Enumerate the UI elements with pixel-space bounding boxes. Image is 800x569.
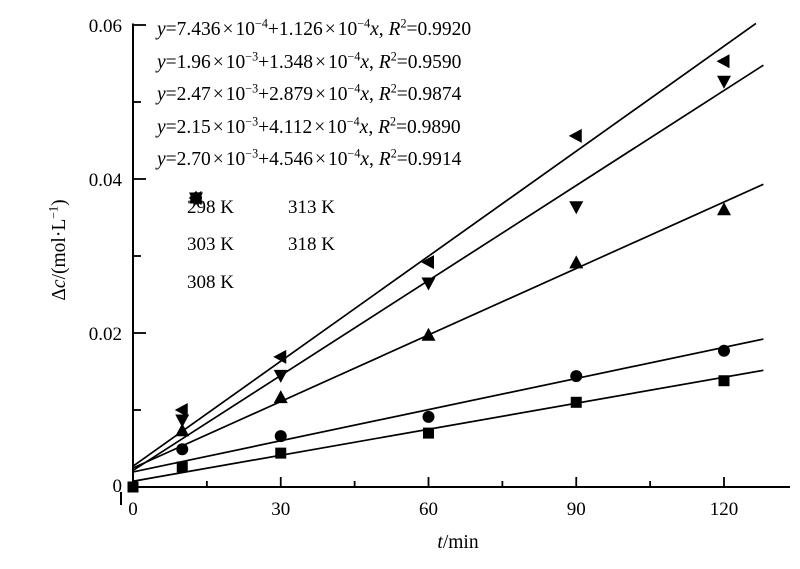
fit-equation-318k: y=2.70 × 10−3+4.546 × 10−4x, R2=0.9914 bbox=[157, 146, 462, 170]
marker-circle-303k bbox=[176, 443, 189, 456]
marker-square-298k bbox=[176, 461, 188, 473]
marker-square-298k bbox=[570, 396, 582, 408]
marker-triangle-left-318k bbox=[174, 403, 188, 417]
y-tick-label: 0 bbox=[113, 476, 123, 497]
marker-triangle-up-308k bbox=[569, 255, 584, 269]
fit-equation-298k: y=7.436 × 10−4+1.126 × 10−4x, R2=0.9920 bbox=[157, 16, 472, 40]
y-axis-label: Δc/(mol·L−1) bbox=[46, 199, 71, 301]
marker-triangle-left-318k bbox=[568, 128, 582, 143]
fit-equations-block: y=7.436 × 10−4+1.126 × 10−4x, R2=0.9920 y=1.9… bbox=[157, 14, 471, 177]
legend-label-313k: 313 K bbox=[288, 196, 335, 218]
marker-triangle-left-318k bbox=[716, 54, 730, 69]
fit-equation-303k: y=1.96 × 10−3+1.348 × 10−4x, R2=0.9590 bbox=[157, 49, 462, 73]
x-tick-label: 120 bbox=[710, 499, 739, 520]
legend-item-303k: 303 K bbox=[187, 192, 288, 265]
fit-equation-313k: y=2.15 × 10−3+4.112 × 10−4x, R2=0.9890 bbox=[157, 114, 461, 138]
marker-triangle-up-308k bbox=[717, 202, 731, 216]
marker-square-298k bbox=[127, 481, 139, 493]
fit-line-308k bbox=[132, 183, 764, 469]
fit-line-298k bbox=[132, 369, 764, 483]
y-tick-label: 0.06 bbox=[89, 16, 122, 37]
marker-triangle-down-313k bbox=[175, 414, 190, 428]
legend-label-318k: 318 K bbox=[288, 234, 335, 256]
marker-triangle-down-313k bbox=[273, 369, 288, 383]
x-tick-label: 0 bbox=[128, 499, 138, 520]
x-tick-label: 60 bbox=[419, 499, 438, 520]
marker-circle-303k bbox=[274, 430, 287, 443]
marker-triangle-up-308k bbox=[175, 423, 190, 437]
marker-square-298k bbox=[423, 427, 434, 439]
marker-circle-303k bbox=[718, 344, 730, 357]
marker-triangle-left-318k bbox=[421, 255, 434, 270]
marker-triangle-down-313k bbox=[717, 75, 731, 89]
x-tick-label: 30 bbox=[271, 499, 290, 520]
x-tick-label: 90 bbox=[567, 499, 586, 520]
marker-triangle-down-313k bbox=[569, 201, 584, 215]
fit-line-318k bbox=[132, 22, 757, 467]
legend-label-308k: 308 K bbox=[187, 271, 234, 293]
y-tick-label: 0.04 bbox=[89, 170, 123, 191]
fit-line-313k bbox=[132, 64, 764, 472]
y-tick-label: 0.02 bbox=[89, 324, 122, 345]
legend: 298 K 303 K 308 K 313 K 318 K bbox=[187, 189, 335, 302]
marker-square-298k bbox=[275, 447, 287, 459]
legend-marker-triangle-left-icon bbox=[188, 191, 202, 205]
marker-circle-303k bbox=[422, 410, 435, 423]
marker-triangle-left-318k bbox=[273, 349, 287, 364]
marker-triangle-up-308k bbox=[421, 327, 436, 341]
marker-triangle-left-318k bbox=[188, 191, 202, 205]
marker-square-298k bbox=[718, 375, 730, 387]
fit-equation-308k: y=2.47 × 10−3+2.879 × 10−4x, R2=0.9874 bbox=[157, 81, 462, 105]
legend-item-313k: 313 K bbox=[189, 189, 335, 227]
legend-item-308k: 308 K bbox=[187, 190, 288, 302]
legend-item-318k: 318 K bbox=[188, 191, 335, 265]
marker-triangle-up-308k bbox=[273, 390, 288, 404]
marker-triangle-down-313k bbox=[421, 277, 436, 291]
legend-column-2: 313 K 318 K bbox=[188, 189, 335, 302]
fit-line-303k bbox=[132, 338, 764, 473]
x-axis-label: t/min bbox=[437, 532, 479, 553]
marker-circle-303k bbox=[570, 370, 583, 383]
legend-label-303k: 303 K bbox=[187, 234, 234, 256]
